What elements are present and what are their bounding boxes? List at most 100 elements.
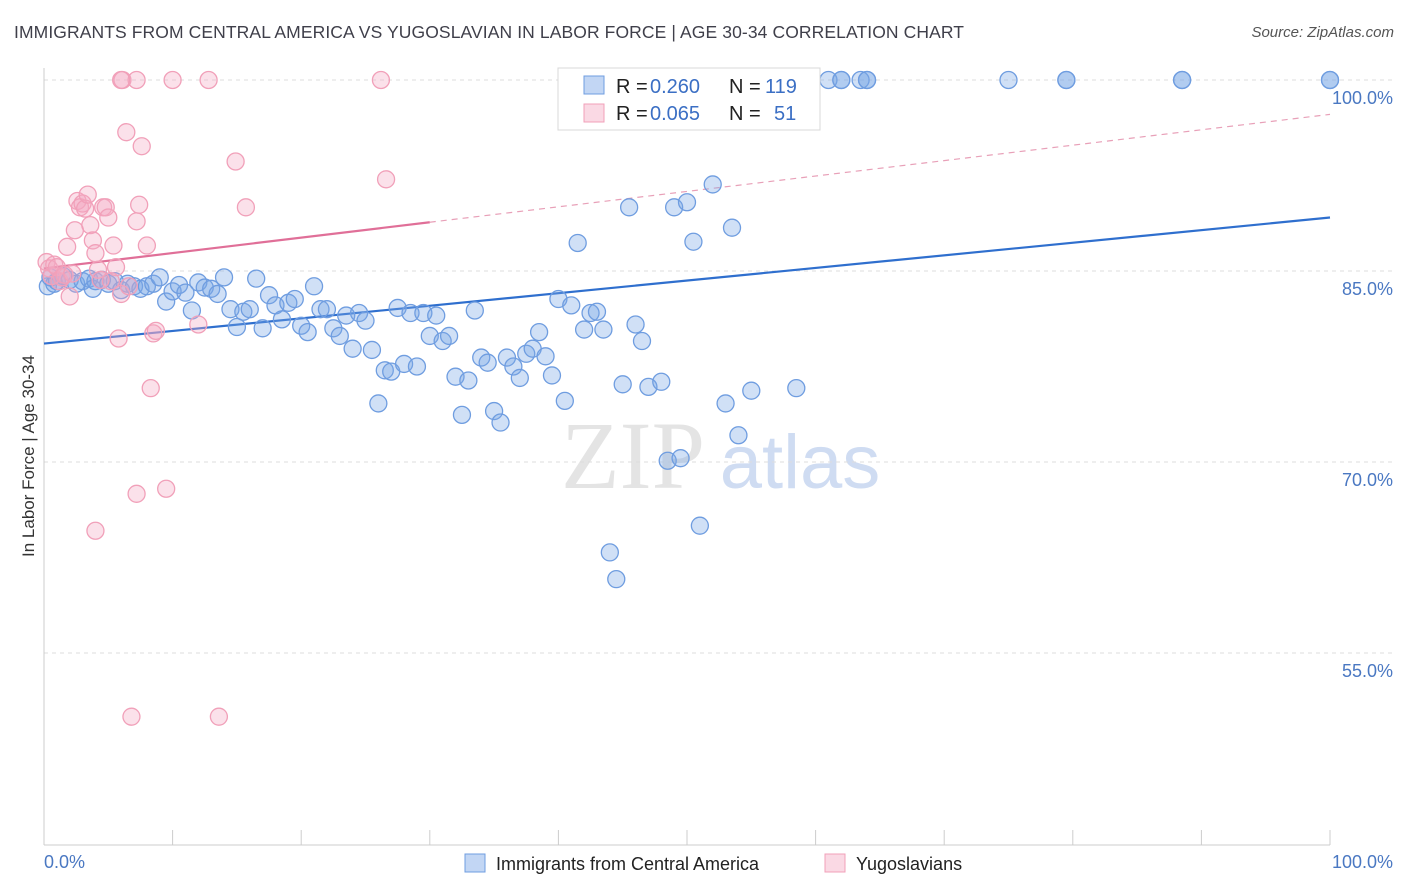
yugoslavians-point-6	[52, 268, 72, 287]
yugoslavians-point-35	[137, 236, 157, 255]
yugoslavians-point-16	[78, 185, 97, 204]
central-america-point-108	[742, 381, 761, 400]
yugoslavians-point-52	[209, 707, 229, 726]
central-america-point-97	[652, 372, 671, 391]
series-legend-swatch-central-america	[464, 853, 486, 873]
yugoslavians-point-26	[104, 236, 123, 255]
yugoslavians-point-38	[146, 321, 166, 340]
trend-line-central-america	[43, 216, 1331, 345]
central-america-point-94	[626, 315, 645, 334]
trend-line-yugoslavians-solid	[43, 221, 430, 270]
central-america-point-50	[343, 339, 362, 358]
central-america-point-89	[594, 320, 613, 339]
central-america-point-93	[619, 198, 639, 217]
central-america-point-125	[832, 70, 851, 90]
central-america-point-53	[362, 340, 382, 360]
central-america-point-90	[600, 543, 619, 562]
stats-n-label-blue: N =	[729, 76, 761, 98]
yugoslavians-point-11	[65, 221, 85, 240]
central-america-point-128	[1320, 70, 1340, 90]
central-america-point-103	[690, 516, 710, 535]
stats-legend-swatch-blue	[583, 75, 605, 95]
y-tick-label-2: 70.0%	[1342, 470, 1393, 490]
yugoslavians-point-37	[144, 324, 163, 343]
yugoslavians-point-50	[86, 521, 105, 540]
y-tick-label-1: 85.0%	[1342, 279, 1393, 299]
central-america-point-74	[497, 348, 517, 367]
central-america-point-48	[330, 326, 349, 346]
yugoslavians-point-19	[86, 244, 105, 263]
y-tick-label-3: 55.0%	[1342, 661, 1393, 681]
yugoslavians-point-24	[99, 208, 118, 227]
central-america-point-37	[259, 286, 279, 305]
yugoslavians-point-28	[109, 329, 128, 348]
central-america-point-123	[857, 70, 877, 90]
central-america-point-79	[529, 322, 549, 342]
central-america-point-106	[722, 218, 742, 237]
central-america-point-55	[375, 361, 394, 380]
central-america-point-118	[787, 378, 806, 398]
yugoslavians-point-27	[106, 258, 126, 277]
central-america-point-114	[999, 70, 1018, 90]
source-credit: Source: ZipAtlas.com	[1251, 24, 1394, 41]
central-america-point-35	[247, 269, 266, 288]
series-legend-label-yugoslavians: Yugoslavians	[856, 854, 962, 874]
central-america-point-86	[574, 320, 594, 339]
trend-line-yugoslavians	[43, 113, 1331, 270]
yugoslavians-point-40	[127, 70, 146, 90]
central-america-point-81	[542, 366, 562, 385]
y-axis-label: In Labor Force | Age 30-34	[19, 355, 38, 557]
central-america-point-21	[157, 292, 176, 311]
central-america-point-71	[478, 353, 497, 372]
central-america-point-68	[459, 371, 478, 390]
yugoslavians-point-10	[63, 264, 82, 283]
yugoslavians-point-4	[47, 258, 67, 277]
grid-lines	[44, 79, 1393, 654]
yugoslavians-point-48	[157, 479, 176, 498]
series-yugoslavians-points	[37, 70, 396, 726]
yugoslavians-point-41	[163, 70, 182, 90]
yugoslavians-point-15	[76, 199, 95, 218]
central-america-point-72	[484, 401, 504, 421]
watermark-zip: ZIP	[561, 402, 705, 509]
yugoslavians-point-14	[73, 194, 92, 213]
central-america-point-69	[465, 301, 484, 320]
yugoslavians-point-49	[127, 484, 146, 503]
central-america-point-29	[208, 284, 227, 304]
central-america-point-65	[439, 326, 459, 346]
central-america-point-34	[240, 300, 259, 319]
stats-r-label-pink: R =	[616, 103, 648, 125]
yugoslavians-point-42	[199, 70, 218, 90]
trend-line-central-america-solid	[43, 216, 1331, 345]
yugoslavians-point-17	[81, 216, 100, 235]
x-tick-label-right: 100.0%	[1332, 852, 1393, 872]
yugoslavians-point-7	[55, 265, 74, 284]
stats-r-label-blue: R =	[616, 76, 648, 98]
central-america-point-36	[253, 319, 272, 338]
central-america-point-95	[632, 331, 652, 351]
central-america-point-46	[317, 300, 337, 319]
yugoslavians-point-31	[119, 277, 139, 296]
yugoslavians-point-36	[141, 378, 160, 398]
central-america-point-60	[407, 357, 427, 376]
series-legend: Immigrants from Central America Yugoslav…	[464, 853, 962, 874]
central-america-point-80	[536, 347, 555, 366]
stats-n-value-pink: 51	[774, 103, 796, 125]
yugoslavians-point-43	[226, 152, 245, 171]
y-tick-labels: 100.0% 85.0% 70.0% 55.0%	[1332, 88, 1393, 681]
yugoslavians-point-33	[130, 195, 149, 214]
central-america-point-91	[607, 569, 626, 589]
central-america-point-24	[176, 283, 195, 302]
stats-n-value-blue: 119	[765, 76, 797, 98]
x-tick-label-left: 0.0%	[44, 852, 85, 872]
central-america-point-92	[613, 375, 632, 394]
central-america-point-32	[227, 317, 247, 337]
stats-legend: R = 0.260 N = 119 R = 0.065 N = 51	[557, 67, 821, 131]
yugoslavians-point-29	[112, 284, 131, 304]
stats-legend-box	[557, 67, 821, 131]
trend-line-yugoslavians-dashed	[429, 113, 1331, 223]
central-america-point-67	[452, 405, 472, 425]
central-america-point-83	[555, 391, 574, 411]
central-america-point-104	[703, 175, 722, 194]
stats-r-value-blue: 0.260	[650, 76, 700, 98]
